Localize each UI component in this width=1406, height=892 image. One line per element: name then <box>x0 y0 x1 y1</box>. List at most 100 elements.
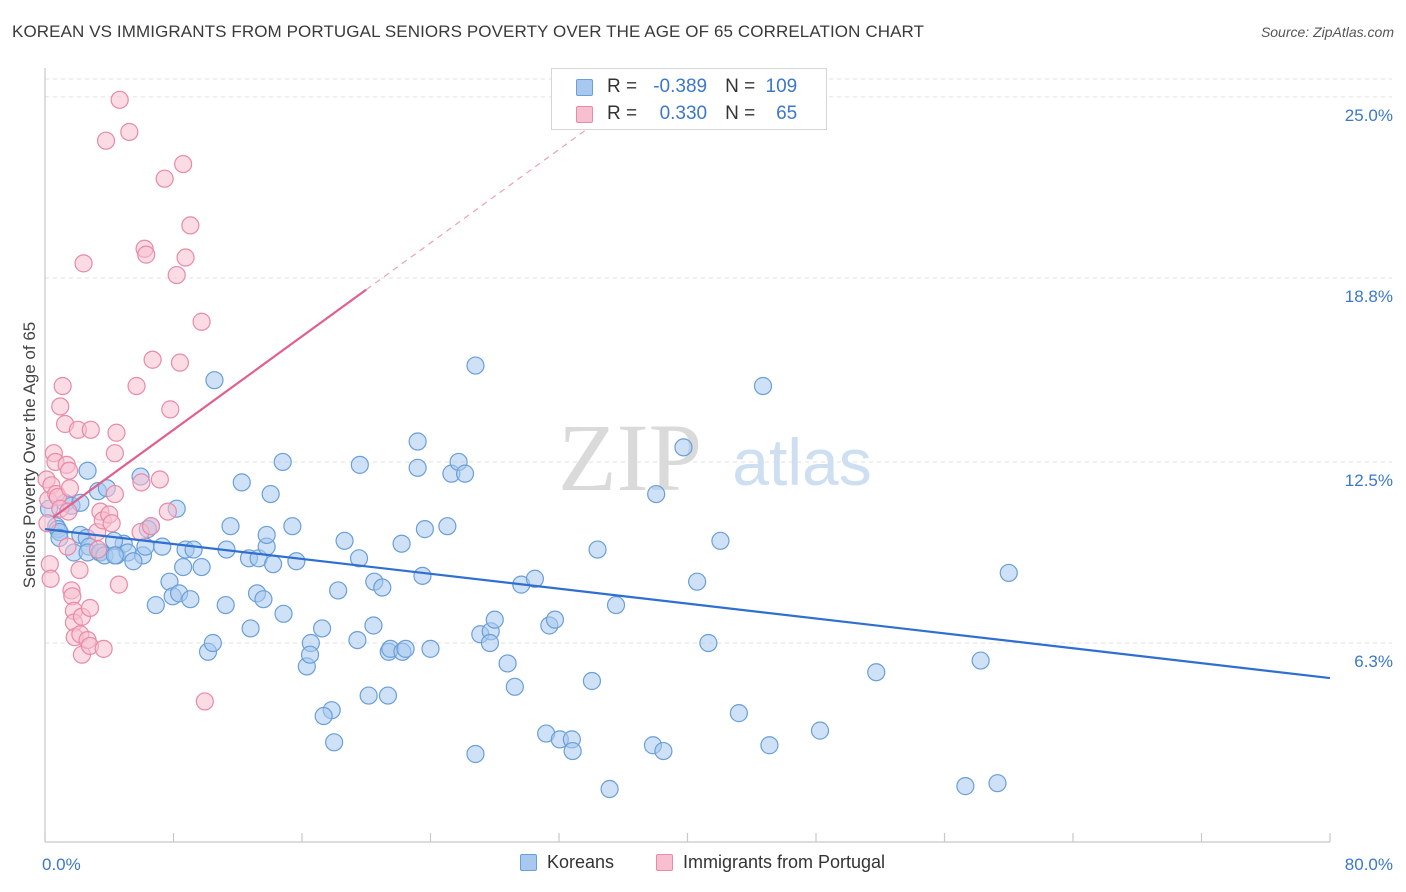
legend-portugal[interactable]: Immigrants from Portugal <box>656 852 885 873</box>
r-label: R = <box>607 76 638 97</box>
portugal-point <box>74 254 93 273</box>
korean-point <box>78 461 97 480</box>
portugal-point <box>120 122 139 142</box>
korean-point <box>438 517 457 536</box>
korean-point <box>325 733 344 752</box>
portugal-point <box>109 575 128 594</box>
portugal-point <box>38 514 57 533</box>
korean-point <box>408 458 427 477</box>
portugal-point <box>105 484 124 504</box>
koreans-legend-label: Koreans <box>547 852 615 872</box>
portugal-point <box>105 444 124 463</box>
n-label: N = <box>725 103 756 124</box>
portugal-point <box>150 470 169 489</box>
portugal-point <box>70 560 89 580</box>
korean-point <box>184 540 203 559</box>
korean-point <box>498 654 517 673</box>
legend-row-koreans: R = -0.389 N = 109 <box>576 75 797 99</box>
korean-point <box>988 774 1007 793</box>
korean-point <box>348 630 367 650</box>
portugal-point <box>102 514 121 533</box>
portugal-point <box>110 90 129 109</box>
korean-point <box>396 639 415 658</box>
korean-point <box>867 663 886 682</box>
korean-point <box>413 566 432 585</box>
trend-lines <box>44 89 1331 680</box>
portugal-point <box>167 265 186 285</box>
korean-point <box>588 540 607 559</box>
portugal-point <box>170 353 190 372</box>
r-value: -0.389 <box>653 76 708 97</box>
korean-point <box>359 686 378 705</box>
portugal-point <box>51 397 70 416</box>
korean-point <box>221 517 240 536</box>
korean-point <box>300 645 320 664</box>
portugal-point <box>155 169 174 188</box>
r-label: R = <box>607 103 638 124</box>
watermark-zip: ZIP <box>558 404 702 511</box>
korean-point <box>257 525 276 545</box>
korean-point <box>205 371 224 390</box>
korean-point <box>373 578 392 597</box>
korean-point <box>146 595 165 615</box>
korean-point <box>600 779 619 799</box>
korean-point <box>485 610 504 629</box>
korean-point <box>314 706 333 726</box>
watermark-atlas: atlas <box>732 425 871 499</box>
portugal-trend-line <box>52 288 367 519</box>
portugal-point <box>94 639 113 658</box>
korean-point <box>216 595 235 615</box>
korean-point <box>408 432 427 451</box>
korean-point <box>699 633 718 653</box>
korean-point <box>688 572 707 591</box>
korean-point <box>283 517 302 536</box>
portugal-point <box>176 248 195 267</box>
korean-point <box>563 741 582 761</box>
korean-point <box>421 639 440 658</box>
portugal-point <box>141 517 161 536</box>
koreans-trend-line <box>44 528 1331 680</box>
portugal-point <box>137 245 156 264</box>
koreans-legend-swatch <box>520 854 537 871</box>
portugal-point <box>58 537 77 556</box>
korean-point <box>415 520 434 539</box>
korean-point <box>350 455 369 474</box>
korean-point <box>810 721 830 740</box>
portugal-legend-swatch <box>656 854 673 871</box>
korean-point <box>287 552 306 571</box>
portugal-point <box>60 479 79 498</box>
korean-point <box>466 744 485 764</box>
portugal-point <box>192 312 211 331</box>
portugal-point <box>174 154 193 174</box>
korean-point <box>124 552 143 571</box>
korean-point <box>999 563 1018 583</box>
korean-point <box>254 590 273 609</box>
korean-point <box>181 590 200 609</box>
korean-point <box>711 531 730 550</box>
korean-point <box>545 610 565 629</box>
n-label: N = <box>725 76 756 97</box>
koreans-swatch <box>576 78 593 96</box>
legend-row-portugal: R = 0.330 N = 65 <box>576 102 797 126</box>
korean-point <box>192 557 211 577</box>
portugal-point <box>53 376 72 396</box>
korean-point <box>525 569 545 588</box>
korean-point <box>329 581 348 600</box>
korean-point <box>335 531 354 550</box>
portugal-point <box>88 540 108 559</box>
korean-point <box>582 671 602 691</box>
korean-point <box>753 376 773 396</box>
legend-koreans[interactable]: Koreans <box>520 852 614 873</box>
r-value: 0.330 <box>659 103 708 124</box>
y-tick-label: 6.3% <box>1354 652 1393 671</box>
x-tick-label: 0.0% <box>42 855 81 874</box>
tick-labels: 6.3% 12.5% 18.8% 25.0% 0.0% 80.0% <box>42 106 1393 874</box>
korean-point <box>241 619 260 638</box>
y-tick-label: 25.0% <box>1345 106 1393 125</box>
y-tick-label: 18.8% <box>1345 287 1393 306</box>
portugal-point <box>96 131 116 150</box>
chart-title: KOREAN VS IMMIGRANTS FROM PORTUGAL SENIO… <box>12 22 925 41</box>
korean-point <box>105 546 124 565</box>
y-tick-label: 12.5% <box>1345 471 1393 490</box>
portugal-point <box>132 473 151 492</box>
